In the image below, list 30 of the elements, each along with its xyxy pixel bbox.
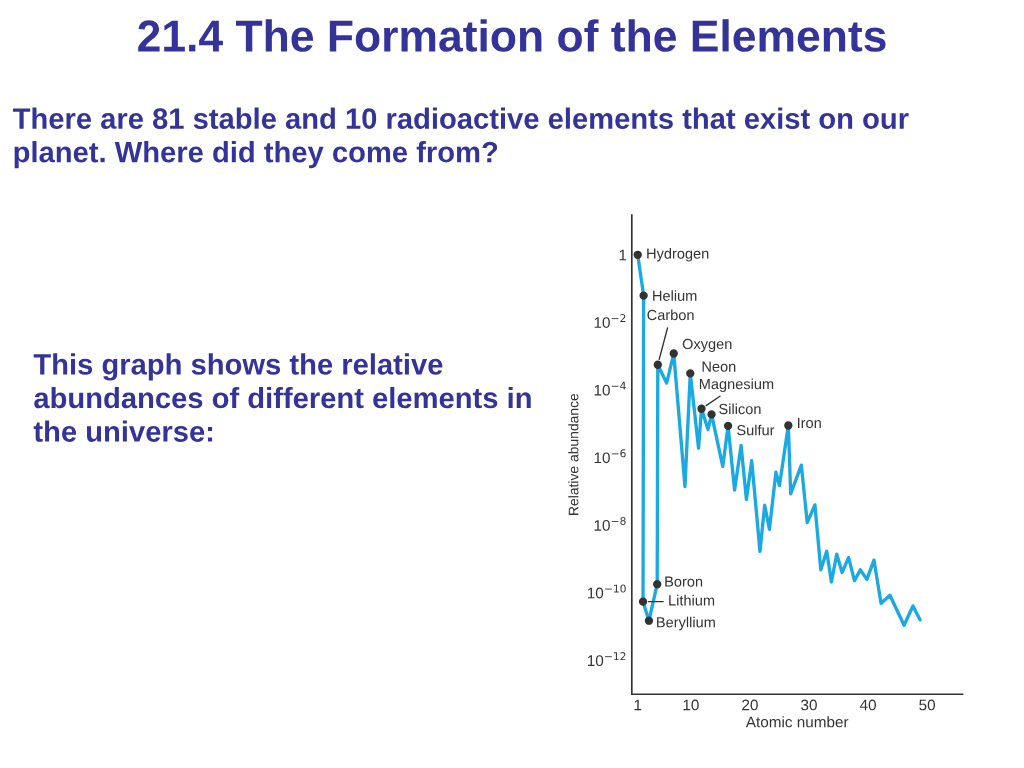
chart-title: 21.4 The Formation of the Elements xyxy=(138,19,886,52)
annotation: Neon xyxy=(702,361,736,372)
y-tick-label: 10$^{−2}$ xyxy=(594,314,626,328)
chart-subtitle: There are 81 stable and 10 radioactive elements that exist on our planet. Where did they come from? xyxy=(12,107,909,169)
annotation: Beryllium xyxy=(657,616,715,631)
annotation: Iron xyxy=(798,417,821,429)
annotation: Hydrogen xyxy=(647,248,709,262)
annotation: Oxygen xyxy=(682,338,732,352)
x-axis-title: Atomic number xyxy=(745,716,849,728)
y-tick-label: 10$^{−12}$ xyxy=(587,652,626,667)
x-tick-label: 20 xyxy=(742,699,758,711)
x-tick-label: 1 xyxy=(634,699,642,711)
annotation: Boron xyxy=(665,576,703,587)
y-tick-label: 10$^{−8}$ xyxy=(594,516,626,531)
y-tick-label: 1 xyxy=(619,249,627,261)
y-tick-label: 10$^{−10}$ xyxy=(587,584,626,599)
y-axis-title: Relative abundance xyxy=(568,393,579,515)
annotation: Carbon xyxy=(647,309,694,321)
y-tick-label: 10$^{−6}$ xyxy=(594,449,626,464)
x-tick-label: 50 xyxy=(919,699,936,711)
annotation: Helium xyxy=(653,290,697,301)
x-tick-label: 10 xyxy=(683,699,699,711)
text: This graph shows the relative abundances of different elements in the universe: xyxy=(33,353,531,442)
annotation: Silicon xyxy=(719,403,761,415)
y-tick-label: 10$^{−4}$ xyxy=(594,381,626,396)
x-tick-label: 30 xyxy=(801,699,817,711)
annotation: Sulfur xyxy=(737,424,775,436)
annotation: Magnesium xyxy=(699,378,774,393)
annotation: Lithium xyxy=(669,594,715,606)
x-tick-label: 40 xyxy=(859,699,876,711)
